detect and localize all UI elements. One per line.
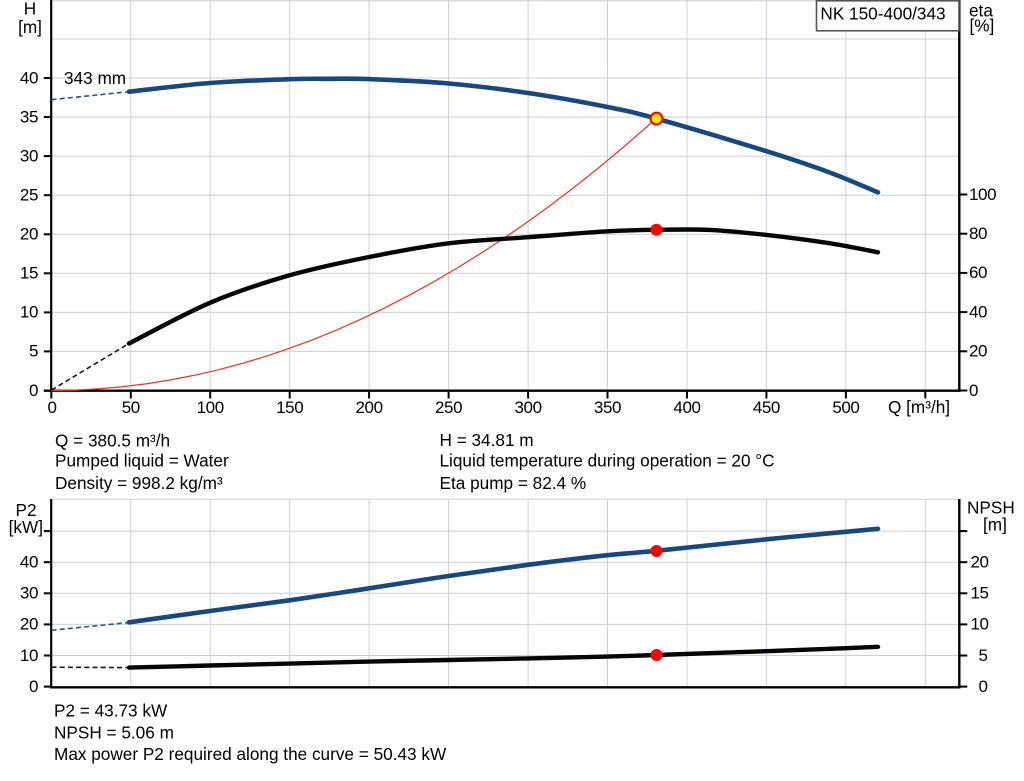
svg-text:300: 300 bbox=[515, 398, 542, 417]
svg-text:eta: eta bbox=[969, 1, 993, 21]
svg-text:500: 500 bbox=[832, 398, 859, 417]
svg-text:100: 100 bbox=[197, 398, 224, 417]
svg-text:30: 30 bbox=[20, 584, 38, 603]
svg-text:NPSH: NPSH bbox=[967, 498, 1015, 518]
svg-text:10: 10 bbox=[971, 615, 989, 634]
svg-text:350: 350 bbox=[594, 398, 621, 417]
svg-text:[%]: [%] bbox=[970, 16, 995, 36]
svg-text:40: 40 bbox=[20, 553, 38, 572]
svg-text:450: 450 bbox=[753, 398, 780, 417]
svg-text:0: 0 bbox=[29, 677, 38, 696]
svg-text:80: 80 bbox=[969, 224, 987, 243]
svg-text:Density = 998.2 kg/m³: Density = 998.2 kg/m³ bbox=[55, 473, 223, 493]
svg-text:0: 0 bbox=[979, 677, 988, 696]
svg-text:200: 200 bbox=[356, 398, 383, 417]
svg-text:0: 0 bbox=[47, 398, 56, 417]
svg-text:20: 20 bbox=[20, 225, 38, 244]
svg-text:Liquid temperature during oper: Liquid temperature during operation = 20… bbox=[440, 450, 775, 470]
svg-text:Eta pump = 82.4 %: Eta pump = 82.4 % bbox=[440, 473, 587, 493]
svg-text:NK 150-400/343: NK 150-400/343 bbox=[820, 4, 945, 24]
svg-text:10: 10 bbox=[20, 646, 38, 665]
svg-text:150: 150 bbox=[276, 398, 303, 417]
svg-text:400: 400 bbox=[673, 398, 700, 417]
svg-text:50: 50 bbox=[122, 398, 140, 417]
svg-text:20: 20 bbox=[971, 553, 989, 572]
svg-text:5: 5 bbox=[979, 646, 988, 665]
svg-text:0: 0 bbox=[29, 381, 38, 400]
svg-text:20: 20 bbox=[969, 342, 987, 361]
svg-text:30: 30 bbox=[20, 146, 38, 165]
svg-text:[m]: [m] bbox=[983, 515, 1007, 535]
svg-text:Q [m³/h]: Q [m³/h] bbox=[888, 397, 950, 417]
svg-text:H: H bbox=[24, 0, 36, 19]
svg-text:343 mm: 343 mm bbox=[64, 68, 126, 88]
svg-text:0: 0 bbox=[969, 381, 978, 400]
svg-text:15: 15 bbox=[20, 264, 38, 283]
svg-text:P2 = 43.73 kW: P2 = 43.73 kW bbox=[54, 701, 168, 721]
svg-text:20: 20 bbox=[20, 615, 38, 634]
svg-text:40: 40 bbox=[969, 302, 987, 321]
svg-text:40: 40 bbox=[20, 68, 38, 87]
svg-text:Q = 380.5 m³/h: Q = 380.5 m³/h bbox=[55, 430, 170, 450]
svg-text:25: 25 bbox=[20, 186, 38, 205]
svg-text:Max power P2 required along th: Max power P2 required along the curve = … bbox=[54, 744, 447, 764]
svg-text:10: 10 bbox=[20, 303, 38, 322]
svg-text:NPSH = 5.06 m: NPSH = 5.06 m bbox=[54, 722, 174, 742]
svg-text:[m]: [m] bbox=[18, 17, 42, 37]
svg-text:250: 250 bbox=[435, 398, 462, 417]
svg-text:15: 15 bbox=[971, 584, 989, 603]
svg-text:60: 60 bbox=[969, 263, 987, 282]
svg-text:35: 35 bbox=[20, 107, 38, 126]
svg-text:Pumped liquid = Water: Pumped liquid = Water bbox=[55, 450, 229, 470]
svg-text:[kW]: [kW] bbox=[9, 517, 43, 537]
svg-text:5: 5 bbox=[29, 342, 38, 361]
svg-text:H = 34.81 m: H = 34.81 m bbox=[440, 430, 534, 450]
svg-text:100: 100 bbox=[969, 185, 996, 204]
svg-text:P2: P2 bbox=[15, 500, 36, 520]
